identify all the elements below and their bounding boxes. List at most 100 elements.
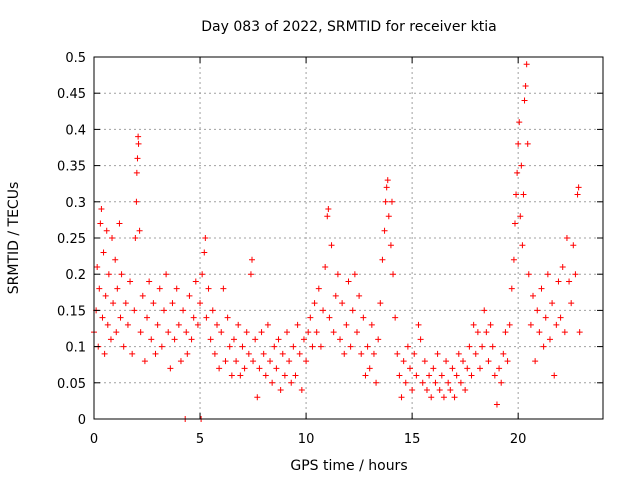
data-point xyxy=(134,155,141,162)
data-point xyxy=(322,263,329,270)
data-point xyxy=(137,329,144,336)
data-point xyxy=(279,350,286,357)
data-point xyxy=(315,285,322,292)
data-point xyxy=(530,292,537,299)
data-point xyxy=(296,350,303,357)
data-point xyxy=(472,350,479,357)
data-point xyxy=(224,314,231,321)
data-point xyxy=(508,285,515,292)
data-point xyxy=(334,271,341,278)
data-point xyxy=(462,387,469,394)
data-point xyxy=(275,336,282,343)
data-point xyxy=(455,350,462,357)
x-tick-label: 0 xyxy=(90,432,98,447)
data-point xyxy=(445,379,452,386)
data-point xyxy=(165,329,172,336)
data-point xyxy=(404,343,411,350)
data-point xyxy=(407,365,414,372)
data-point xyxy=(426,372,433,379)
data-point xyxy=(252,336,259,343)
data-point xyxy=(133,198,140,205)
data-point xyxy=(447,387,454,394)
data-point xyxy=(434,350,441,357)
data-point xyxy=(390,271,397,278)
data-point xyxy=(370,350,377,357)
data-point xyxy=(156,285,163,292)
data-point xyxy=(326,314,333,321)
data-point xyxy=(94,263,101,270)
data-point xyxy=(262,372,269,379)
data-point xyxy=(510,256,517,263)
y-axis-label: SRMTID / TECUs xyxy=(6,182,22,295)
data-point xyxy=(438,372,445,379)
data-point xyxy=(288,379,295,386)
data-point xyxy=(388,198,395,205)
data-point xyxy=(124,321,131,328)
data-point xyxy=(245,350,252,357)
data-point xyxy=(218,329,225,336)
data-point xyxy=(290,343,297,350)
data-point xyxy=(131,307,138,314)
data-point xyxy=(337,336,344,343)
data-point xyxy=(481,307,488,314)
data-point xyxy=(102,292,109,299)
data-point xyxy=(468,372,475,379)
data-point xyxy=(360,314,367,321)
data-point xyxy=(139,292,146,299)
data-point xyxy=(105,271,112,278)
data-point xyxy=(491,372,498,379)
data-point xyxy=(305,329,312,336)
data-point xyxy=(209,307,216,314)
data-point xyxy=(520,191,527,198)
data-point xyxy=(538,285,545,292)
data-point xyxy=(498,379,505,386)
data-point xyxy=(101,350,108,357)
data-point xyxy=(135,140,142,147)
data-point xyxy=(394,350,401,357)
data-point xyxy=(440,394,447,401)
x-tick-label: 10 xyxy=(298,432,315,447)
y-tick-label: 0.1 xyxy=(65,341,86,356)
y-tick-label: 0.5 xyxy=(65,51,86,66)
data-point xyxy=(368,321,375,328)
data-point xyxy=(114,285,121,292)
data-point xyxy=(205,285,212,292)
data-point xyxy=(417,336,424,343)
data-point xyxy=(379,256,386,263)
data-point xyxy=(188,336,195,343)
data-point xyxy=(241,365,248,372)
data-point xyxy=(421,358,428,365)
data-point xyxy=(383,184,390,191)
data-point xyxy=(517,213,524,220)
x-tick-label: 20 xyxy=(510,432,527,447)
data-point xyxy=(347,343,354,350)
data-point xyxy=(400,358,407,365)
data-point xyxy=(320,307,327,314)
data-point xyxy=(432,379,439,386)
data-point xyxy=(249,256,256,263)
data-point xyxy=(443,358,450,365)
data-point xyxy=(190,314,197,321)
data-point xyxy=(116,220,123,227)
data-point xyxy=(409,387,416,394)
data-point xyxy=(540,343,547,350)
data-point xyxy=(358,350,365,357)
data-point xyxy=(449,365,456,372)
data-point xyxy=(112,256,119,263)
data-point xyxy=(534,307,541,314)
data-point xyxy=(332,292,339,299)
data-point xyxy=(330,329,337,336)
data-point xyxy=(201,249,208,256)
x-tick-label: 15 xyxy=(404,432,421,447)
data-point xyxy=(483,329,490,336)
data-point xyxy=(532,358,539,365)
data-point xyxy=(551,372,558,379)
data-point xyxy=(381,227,388,234)
data-point xyxy=(384,177,391,184)
data-point xyxy=(167,365,174,372)
data-point xyxy=(98,206,105,213)
data-point xyxy=(516,119,523,126)
data-point xyxy=(96,285,103,292)
data-point xyxy=(177,358,184,365)
data-point xyxy=(129,350,136,357)
